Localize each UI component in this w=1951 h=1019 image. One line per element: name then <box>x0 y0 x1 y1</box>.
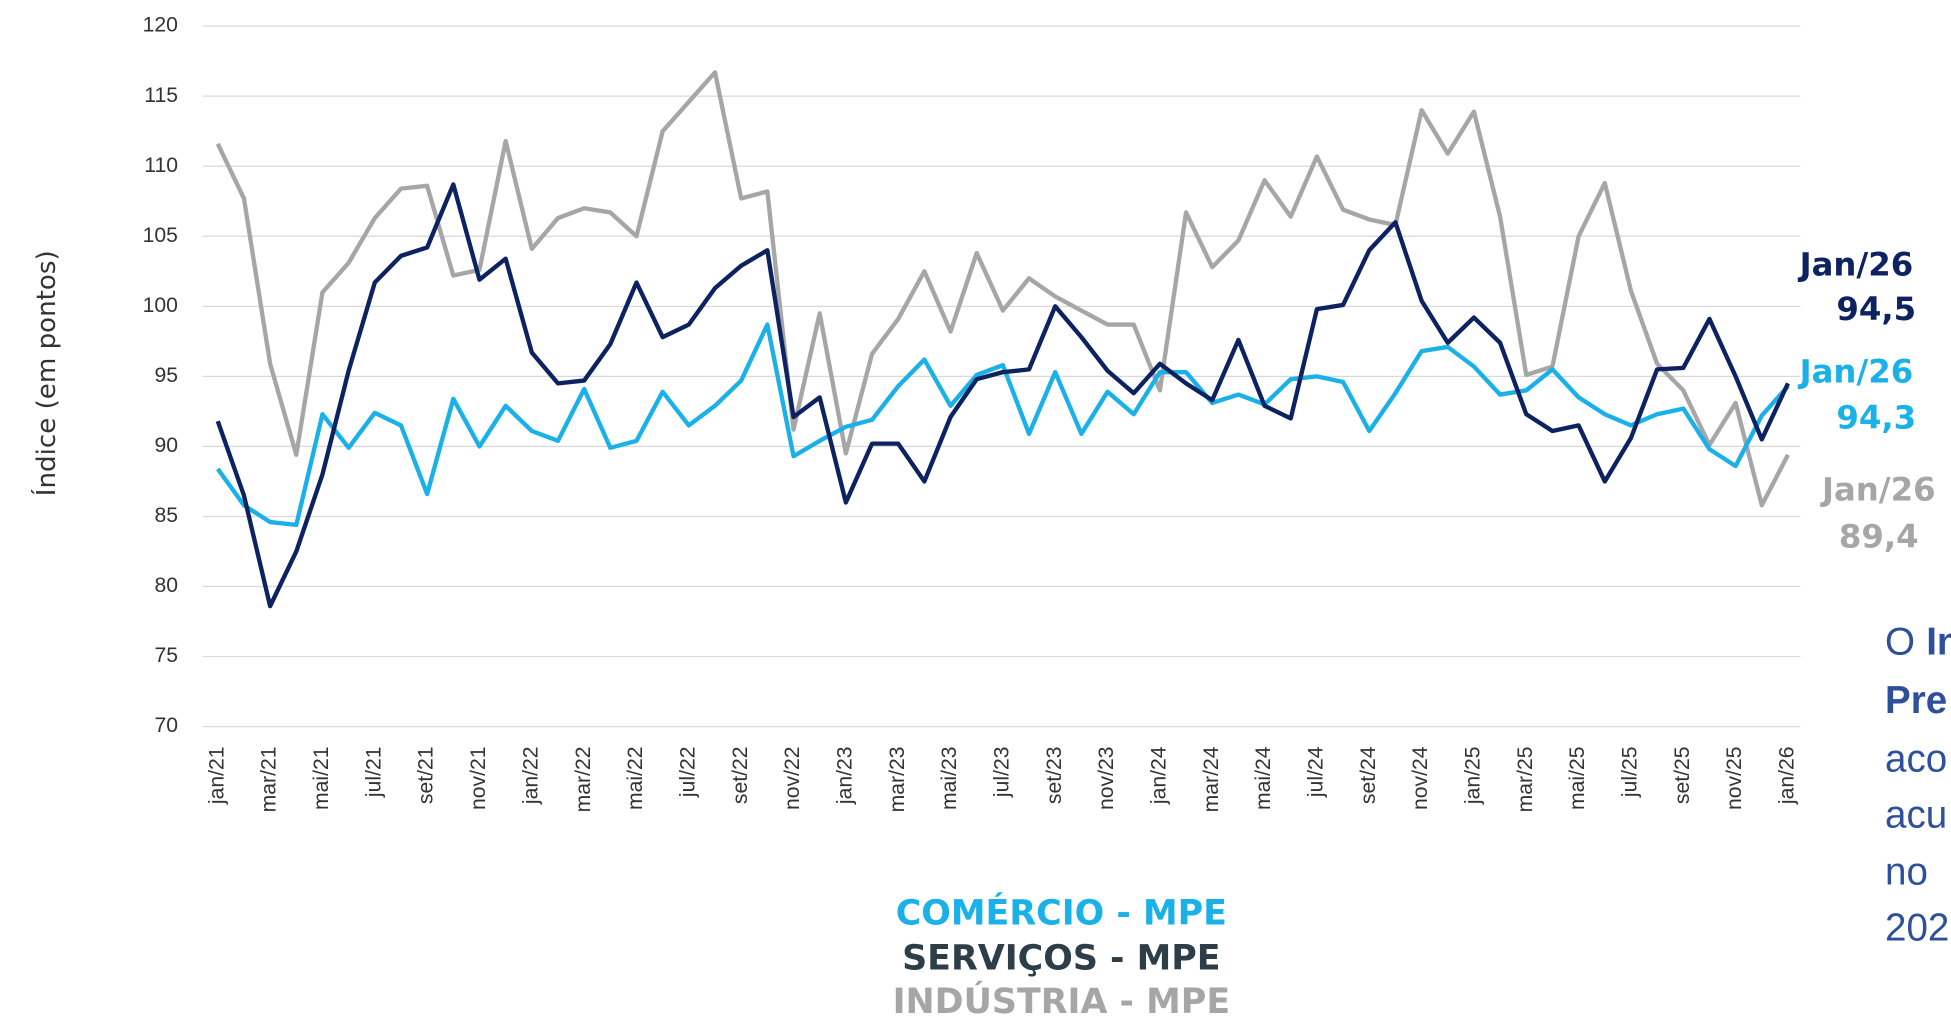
y-axis-label: Índice (em pontos) <box>30 250 62 496</box>
end-label-period: Jan/26 <box>1798 245 1914 283</box>
x-tick-label: mar/25 <box>1514 747 1537 813</box>
series-line <box>215 70 1790 508</box>
x-tick-label: jan/21 <box>205 747 228 806</box>
side-text-line: aco <box>1885 738 1947 781</box>
x-tick-label: jul/23 <box>990 747 1013 799</box>
y-tick-label: 90 <box>154 434 178 457</box>
series-line <box>215 182 1790 609</box>
side-text-line: O In <box>1885 621 1951 664</box>
y-tick-label: 100 <box>143 294 178 317</box>
x-tick-label: mar/22 <box>572 747 595 813</box>
x-tick-label: mai/23 <box>938 747 961 810</box>
x-tick-label: jan/24 <box>1147 746 1170 805</box>
x-tick-label: set/22 <box>729 747 752 805</box>
y-tick-label: 80 <box>154 574 178 597</box>
x-tick-label: nov/24 <box>1409 746 1432 810</box>
x-tick-label: set/25 <box>1671 747 1694 805</box>
y-tick-label: 75 <box>154 644 178 667</box>
x-tick-label: mar/23 <box>886 747 909 813</box>
side-text-part: acu <box>1885 794 1947 837</box>
end-label-period: Jan/26 <box>1820 470 1936 508</box>
x-tick-label: mai/22 <box>624 747 647 810</box>
y-tick-label: 85 <box>154 504 178 527</box>
x-tick-label: jul/25 <box>1619 747 1642 799</box>
end-label-period: Jan/26 <box>1798 352 1914 390</box>
legend-entry: INDÚSTRIA - MPE <box>893 980 1231 1019</box>
legend-entry: SERVIÇOS - MPE <box>902 938 1221 978</box>
end-label-value: 89,4 <box>1839 518 1919 556</box>
y-tick-label: 115 <box>144 84 178 107</box>
x-tick-label: set/23 <box>1043 747 1066 805</box>
x-tick-label: jul/21 <box>362 747 385 799</box>
x-tick-label: jan/25 <box>1462 747 1485 806</box>
x-tick-label: jan/26 <box>1776 747 1799 806</box>
y-tick-label: 105 <box>143 224 178 247</box>
side-text-line: Pre <box>1885 679 1947 722</box>
legend-entry: COMÉRCIO - MPE <box>896 891 1227 933</box>
y-tick-label: 70 <box>154 714 178 737</box>
side-text-part: Pre <box>1885 679 1947 722</box>
x-tick-label: mai/21 <box>310 747 333 810</box>
series-line <box>216 322 1790 528</box>
x-tick-label: set/24 <box>1357 746 1380 804</box>
x-tick-label: jan/23 <box>833 747 856 806</box>
side-text-part: In <box>1926 621 1951 664</box>
x-tick-label: nov/21 <box>467 747 490 810</box>
x-tick-label: mai/25 <box>1566 747 1589 810</box>
x-tick-label: jan/22 <box>519 747 542 806</box>
x-tick-label: jul/24 <box>1305 746 1328 798</box>
side-text-part: O <box>1885 621 1915 664</box>
x-tick-label: mai/24 <box>1252 746 1275 810</box>
end-label-value: 94,5 <box>1836 290 1916 328</box>
y-tick-label: 120 <box>143 14 178 37</box>
x-tick-label: jul/22 <box>676 747 699 799</box>
x-tick-label: nov/23 <box>1095 747 1118 810</box>
end-label-value: 94,3 <box>1836 398 1916 436</box>
side-text-line: 202 <box>1885 907 1949 950</box>
side-text-line: no <box>1885 851 1928 894</box>
side-text-part: 202 <box>1885 907 1949 950</box>
x-tick-label: mar/21 <box>258 747 281 813</box>
side-text-part: aco <box>1885 738 1947 781</box>
y-tick-label: 95 <box>154 364 178 387</box>
x-tick-label: set/21 <box>415 747 438 805</box>
side-text-part: no <box>1885 851 1928 894</box>
y-tick-label: 110 <box>144 154 178 177</box>
x-tick-label: nov/22 <box>781 747 804 810</box>
side-text-line: acu <box>1885 794 1947 837</box>
x-tick-label: mar/24 <box>1200 746 1223 812</box>
x-tick-label: nov/25 <box>1723 747 1746 810</box>
